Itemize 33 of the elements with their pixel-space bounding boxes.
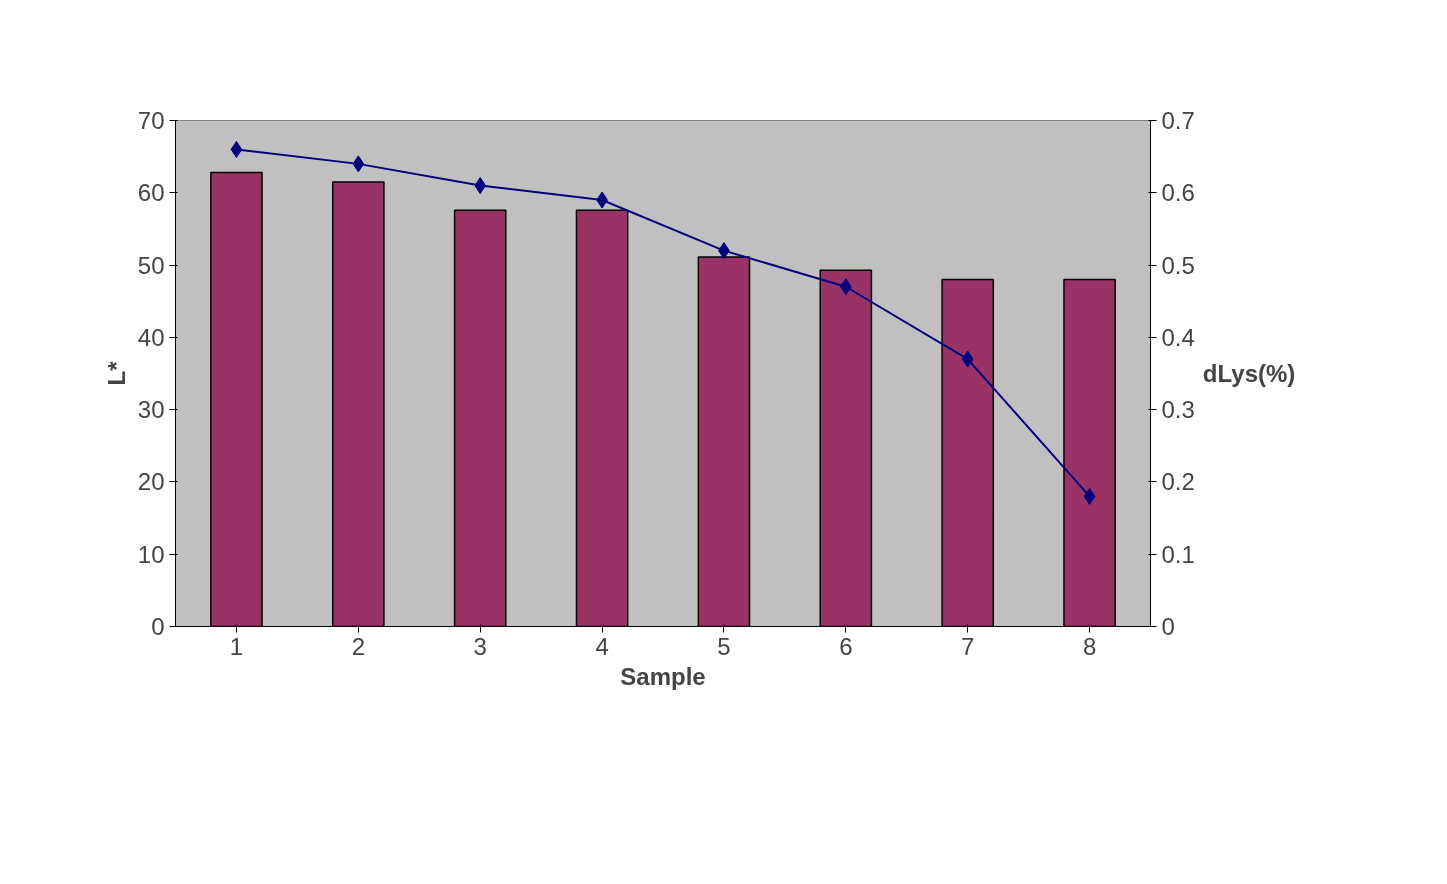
x-tick-label: 7	[961, 632, 975, 660]
x-axis-title: Sample	[620, 662, 706, 690]
y-tick-label: 40	[137, 323, 165, 351]
y-tick-label: 60	[137, 179, 165, 207]
y-tick-label: 50	[137, 251, 165, 279]
x-tick-label: 1	[229, 632, 244, 660]
y2-tick-label: 0.6	[1161, 179, 1195, 207]
x-tick-label: 4	[595, 632, 609, 660]
y-tick-label: 10	[137, 540, 165, 568]
x-tick-label: 5	[717, 632, 731, 660]
y2-tick-label: 0.7	[1161, 107, 1195, 134]
point	[839, 278, 852, 296]
y-tick-label: 30	[137, 396, 165, 424]
y-tick-label: 70	[137, 107, 165, 134]
point	[230, 140, 243, 158]
y-tick-label: 0	[151, 613, 165, 640]
y2-axis-title: dLys(%)	[1202, 360, 1296, 387]
y2-tick-label: 0.5	[1161, 251, 1195, 279]
x-tick-label: 2	[351, 632, 365, 660]
y-axis-title: L*	[102, 360, 130, 386]
y2-tick-label: 0.1	[1161, 540, 1195, 568]
y2-tick-label: 0	[1161, 613, 1175, 640]
x-tick-label: 8	[1082, 632, 1097, 660]
x-tick-label: 6	[839, 632, 853, 660]
y-tick-label: 20	[137, 468, 165, 496]
y2-tick-label: 0.3	[1161, 396, 1195, 424]
x-tick-label: 3	[473, 632, 487, 660]
y2-tick-label: 0.2	[1161, 468, 1195, 496]
point	[474, 177, 487, 195]
point	[352, 155, 365, 173]
y2-tick-label: 0.4	[1161, 323, 1195, 351]
point	[1083, 487, 1096, 505]
point	[961, 350, 974, 368]
